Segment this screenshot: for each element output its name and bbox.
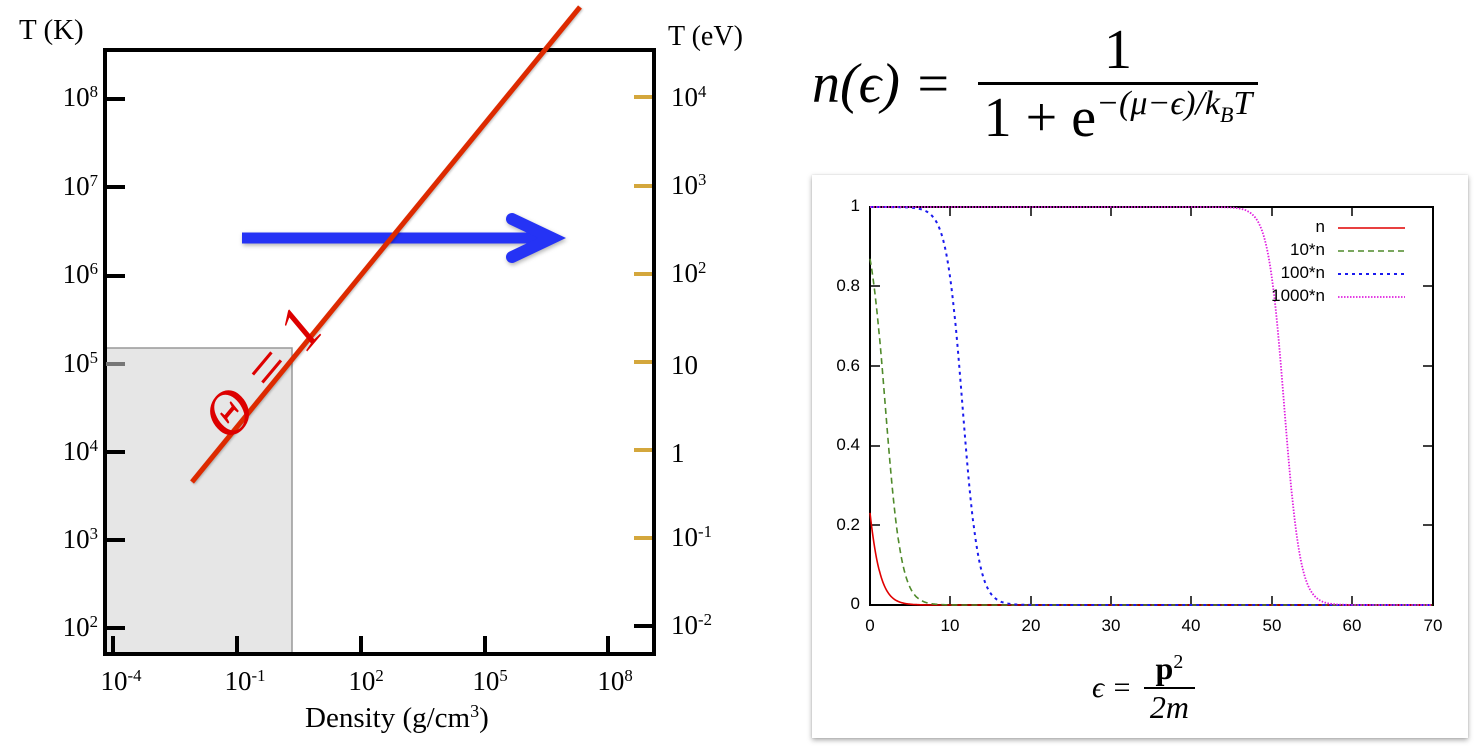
tick-label: 10-4 — [100, 665, 142, 696]
legend-label-100n: 100*n — [1280, 263, 1325, 282]
tick-label: 103 — [671, 169, 707, 200]
tick-label: 60 — [1342, 616, 1362, 635]
tick-label: 0.6 — [836, 356, 860, 375]
plot-frame — [103, 48, 656, 656]
tick-label: 103 — [62, 523, 98, 554]
degeneracy-line — [190, 5, 582, 484]
xlabel-numerator: p2 — [1155, 650, 1184, 686]
tick-label: 108 — [597, 665, 633, 696]
tick-label: 105 — [472, 665, 508, 696]
tick-label: 1 — [850, 196, 860, 215]
arrow-icon — [242, 213, 566, 263]
tick-label: 50 — [1262, 616, 1282, 635]
tick-label: 102 — [348, 665, 384, 696]
tick-label: 104 — [62, 435, 98, 466]
tick-label: 102 — [671, 257, 707, 288]
x-axis-label-density: Density (g/cm3) — [305, 701, 489, 734]
tick-label: 30 — [1101, 616, 1121, 635]
y-axis-label-kelvin: T (K) — [19, 14, 84, 46]
xlabel-denominator: 2m — [1149, 689, 1189, 725]
tick-label: 70 — [1423, 616, 1443, 635]
legend-label-1000n: 1000*n — [1271, 286, 1325, 305]
curve-10n — [869, 258, 1433, 606]
tick-label: 0.8 — [836, 276, 860, 295]
fermi-dirac-formula: n(ϵ) = 1 1 + e−(μ−ϵ)/kBT — [812, 18, 1259, 150]
tick-label: 20 — [1021, 616, 1041, 635]
y-ticks — [870, 285, 1433, 526]
tick-label: 10 — [940, 616, 960, 635]
curve-1000n — [870, 206, 1433, 606]
formula-lhs: n(ϵ) = — [812, 53, 952, 115]
tick-label: 10-1 — [224, 665, 266, 696]
legend-label-10n: 10*n — [1290, 240, 1325, 259]
fraction-bar — [977, 82, 1259, 85]
tick-label: 10 — [671, 350, 698, 380]
tick-label: 0 — [865, 616, 875, 635]
plot-frame — [869, 206, 1434, 606]
tick-label: 106 — [62, 258, 98, 289]
legend-label-n: n — [1315, 217, 1325, 236]
tick-label: 104 — [671, 81, 707, 112]
tick-label: 108 — [62, 81, 98, 112]
y-right-ticks — [634, 95, 652, 540]
tick-label: 1 — [671, 438, 685, 468]
formula-numerator: 1 — [1103, 19, 1132, 81]
tick-label: 0.2 — [836, 515, 860, 534]
y-left-ticks — [105, 97, 125, 630]
fermi-plot-card — [812, 175, 1468, 738]
tick-label: 40 — [1181, 616, 1201, 635]
y-axis-label-ev: T (eV) — [668, 21, 743, 52]
x-ticks — [111, 636, 610, 654]
curve-n — [869, 512, 1433, 606]
phase-diagram-canvas — [103, 5, 656, 656]
tick-label: 0.4 — [836, 435, 860, 454]
tick-label: 102 — [62, 611, 98, 642]
x-ticks — [949, 207, 1353, 605]
tick-label: 10-1 — [671, 521, 712, 552]
tick-label: 10-2 — [671, 609, 712, 640]
fermi-x-axis-label: ϵ = p2 2m — [1092, 650, 1195, 726]
tick-label: 105 — [62, 347, 98, 378]
tick-label: 0 — [850, 594, 860, 613]
legend-samples — [1338, 227, 1405, 298]
tick-label: 107 — [62, 170, 98, 201]
xlabel-lhs: ϵ = — [1092, 671, 1132, 704]
fraction-bar — [1143, 687, 1195, 689]
formula-denominator: 1 + e−(μ−ϵ)/kBT — [983, 85, 1253, 149]
curve-100n — [870, 206, 1433, 606]
